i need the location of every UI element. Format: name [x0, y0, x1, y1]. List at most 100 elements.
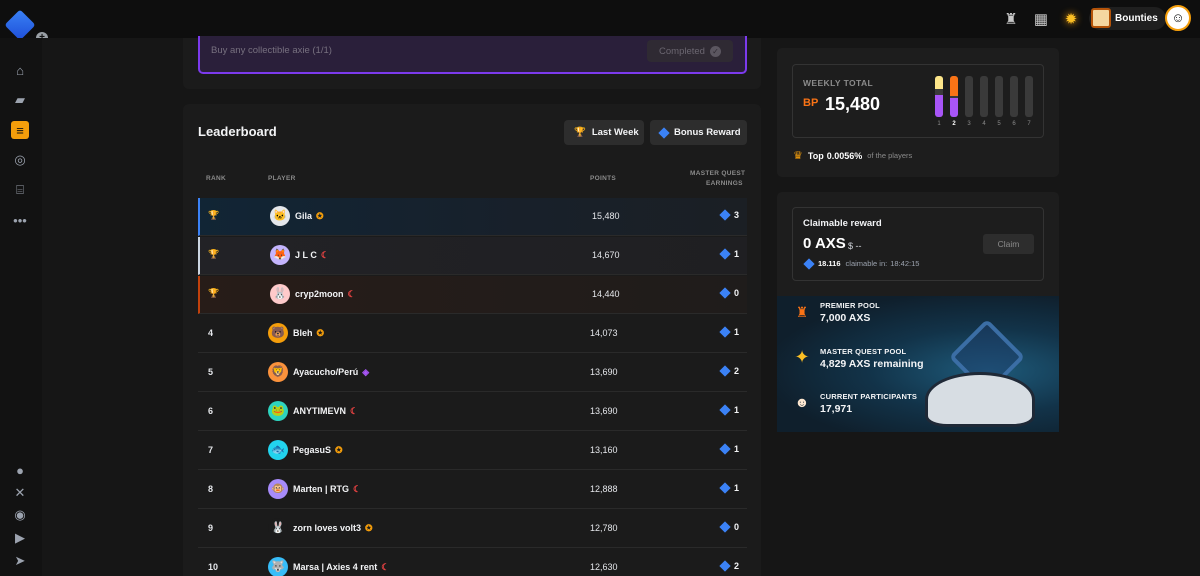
table-row[interactable]: 8 🐵 Marten | RTG ☾ 12,888 1 — [198, 471, 747, 509]
player-rank: 7 — [208, 445, 214, 455]
day-label: 6 — [1012, 121, 1016, 127]
bag-icon[interactable]: ▰ — [15, 92, 25, 107]
discord-icon[interactable]: ◉ — [14, 507, 26, 522]
gem-icon — [719, 482, 731, 494]
medal-icon: ♛ — [793, 150, 803, 162]
top-suffix: of the players — [867, 151, 913, 160]
sun-icon[interactable]: ✹ — [1064, 11, 1078, 28]
table-row[interactable]: 7 🐟 PegasuS ✪ 13,160 1 — [198, 432, 747, 470]
top-bar: ♜ ▦ ✹ Bounties ☺ — [0, 0, 1200, 41]
table-row[interactable]: 9 🐰 zorn loves volt3 ✪ 12,780 0 — [198, 510, 747, 548]
player-avatar: 🐰 — [270, 284, 290, 304]
table-row[interactable]: 4 🐻 Bleh ✪ 14,073 1 — [198, 315, 747, 353]
player-earnings: 1 — [719, 443, 739, 455]
player-name: Ayacucho/Perú ◈ — [293, 367, 370, 377]
premier-pool-icon: ♜ — [795, 304, 809, 320]
axie-creature-art — [925, 372, 1035, 427]
class-badge-icon: ✪ — [335, 445, 343, 455]
player-points: 15,480 — [592, 211, 620, 221]
bounties-button[interactable]: Bounties — [1089, 7, 1166, 30]
bonus-reward-button[interactable]: Bonus Reward — [650, 120, 747, 145]
player-points: 13,160 — [590, 445, 618, 455]
messenger-icon[interactable]: ● — [16, 462, 24, 478]
day-label: 3 — [967, 121, 971, 127]
weekly-value: 15,480 — [825, 94, 881, 114]
player-earnings: 2 — [719, 365, 739, 377]
claim-value: 0 AXS — [803, 235, 846, 252]
telegram-icon[interactable]: ➤ — [14, 553, 26, 568]
player-avatar: 🐵 — [268, 479, 288, 499]
player-avatar: 🐺 — [268, 557, 288, 576]
completed-button: Completed ✓ — [647, 40, 733, 62]
more-icon[interactable]: ••• — [13, 212, 27, 228]
table-row[interactable]: 6 🐸 ANYTIMEVN ☾ 13,690 1 — [198, 393, 747, 431]
last-week-label: Last Week — [591, 127, 639, 138]
gold-trophy-icon: 🏆 — [208, 210, 220, 220]
player-avatar: 🐰 — [268, 518, 288, 538]
bonus-reward-label: Bonus Reward — [674, 127, 741, 138]
day-label: 1 — [937, 121, 941, 127]
last-week-button[interactable]: 🏆 Last Week — [564, 120, 644, 145]
player-avatar: 🦁 — [268, 362, 288, 382]
player-name: ANYTIMEVN ☾ — [293, 406, 359, 416]
master-pool-value: 4,829 AXS remaining — [820, 358, 924, 370]
player-earnings: 1 — [719, 404, 739, 416]
scroll-icon — [1091, 8, 1111, 28]
top-percentile: ♛ Top 0.0056% of the players — [793, 149, 912, 162]
day-label: 7 — [1027, 121, 1031, 127]
user-avatar[interactable]: ☺ — [1165, 5, 1191, 31]
player-earnings: 0 — [719, 287, 739, 299]
table-row[interactable]: 🏆 🐰 cryp2moon ☾ 14,440 0 — [198, 276, 747, 314]
player-name: Marsa | Axies 4 rent ☾ — [293, 562, 390, 572]
day-bar-4 — [980, 76, 988, 117]
player-name: Marten | RTG ☾ — [293, 484, 362, 494]
player-rank: 8 — [208, 484, 214, 494]
table-row[interactable]: 10 🐺 Marsa | Axies 4 rent ☾ 12,630 2 — [198, 549, 747, 576]
player-avatar: 🐸 — [268, 401, 288, 421]
bank-icon[interactable]: ⌸ — [16, 182, 24, 197]
claim-info: 18.116 claimable in: 18:42:15 — [803, 257, 919, 270]
gamepad-icon[interactable]: ◎ — [14, 152, 26, 167]
master-pool-label: MASTER QUEST POOL — [820, 347, 907, 356]
day-label: 2 — [952, 121, 956, 127]
x-twitter-icon[interactable]: ✕ — [14, 485, 26, 500]
table-row[interactable]: 🏆 🐱 Gila ✪ 15,480 3 — [198, 198, 747, 236]
class-badge-icon: ☾ — [347, 289, 356, 299]
participants-label: CURRENT PARTICIPANTS — [820, 392, 918, 401]
player-rank: 5 — [208, 367, 214, 377]
robot-icon[interactable]: ♜ — [1004, 11, 1018, 28]
player-rank: 6 — [208, 406, 214, 416]
claim-button[interactable]: Claim — [983, 234, 1034, 254]
silver-trophy-icon: 🏆 — [208, 249, 220, 259]
gem-icon — [719, 404, 731, 416]
apps-grid-icon[interactable]: ▦ — [1033, 11, 1049, 28]
player-earnings: 1 — [719, 326, 739, 338]
day-bar-5 — [995, 76, 1003, 117]
table-row[interactable]: 🏆 🦊 J L C ☾ 14,670 1 — [198, 237, 747, 275]
player-avatar: 🐟 — [268, 440, 288, 460]
claim-text: claimable in: — [845, 259, 888, 268]
completed-label: Completed — [659, 45, 705, 57]
quest-icon[interactable]: ≡ — [11, 121, 29, 139]
class-badge-icon: ☾ — [353, 484, 362, 494]
claim-gems: 18.116 — [818, 259, 841, 268]
youtube-icon[interactable]: ▶ — [15, 530, 25, 545]
weekly-label: WEEKLY TOTAL — [803, 78, 874, 88]
player-earnings: 2 — [719, 560, 739, 572]
home-icon[interactable]: ⌂ — [16, 62, 24, 78]
player-avatar: 🐻 — [268, 323, 288, 343]
col-rank: RANK — [206, 175, 226, 182]
gem-icon — [658, 126, 670, 139]
player-name: Gila ✪ — [295, 211, 324, 221]
player-points: 14,670 — [592, 250, 620, 260]
axie-logo-icon[interactable] — [4, 9, 36, 41]
day-bar-7 — [1025, 76, 1033, 117]
bounties-label: Bounties — [1115, 13, 1158, 24]
weekly-box — [792, 64, 1044, 138]
quest-text: Buy any collectible axie (1/1) — [211, 45, 332, 56]
table-row[interactable]: 5 🦁 Ayacucho/Perú ◈ 13,690 2 — [198, 354, 747, 392]
col-player: PLAYER — [268, 175, 296, 182]
leaderboard-title: Leaderboard — [198, 124, 277, 139]
player-points: 12,888 — [590, 484, 618, 494]
player-earnings: 3 — [719, 209, 739, 221]
